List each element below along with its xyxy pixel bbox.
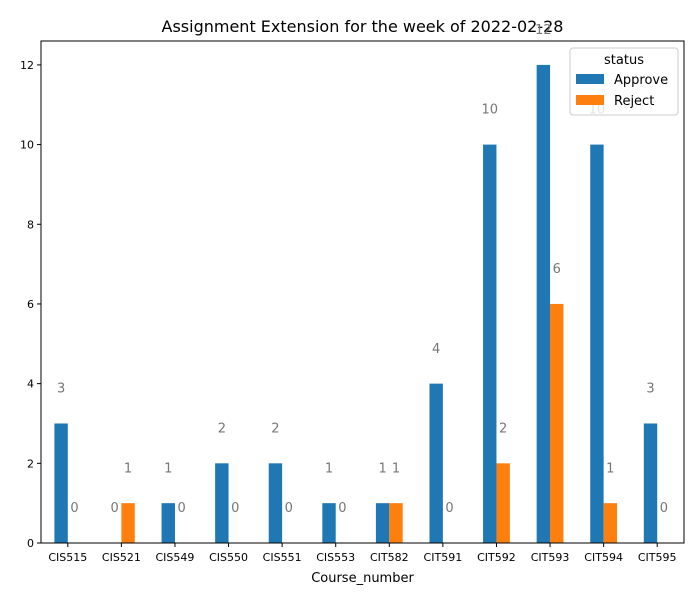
bar-reject-cit593 (550, 303, 564, 543)
data-label-reject-cit591: 0 (445, 501, 453, 516)
data-label-reject-cis551: 0 (285, 501, 293, 516)
data-label-reject-cis550: 0 (231, 501, 239, 516)
y-tick-label: 12 (20, 59, 34, 72)
data-label-group: 301221141012103010000102610 (57, 23, 668, 516)
data-label-reject-cis553: 0 (338, 501, 346, 516)
data-label-approve-cis549: 1 (164, 461, 172, 476)
x-tick-label-cit595: CIT595 (638, 551, 677, 564)
y-axis: 0 2 4 6 8 10 12 (20, 59, 41, 550)
legend-swatch-approve (576, 74, 604, 84)
bar-approve-cit591 (429, 383, 443, 543)
x-tick-label-cit593: CIT593 (531, 551, 570, 564)
bar-reject-cis521 (121, 503, 135, 543)
bar-approve-cit593 (536, 64, 551, 544)
chart-title: Assignment Extension for the week of 202… (162, 17, 564, 36)
data-label-reject-cit582: 1 (392, 461, 400, 476)
x-axis: CIS515 CIS521 CIS549 CIS550 CIS551 CIS553 CIT5… (48, 543, 677, 564)
data-label-approve-cit595: 3 (646, 382, 654, 397)
x-tick-label-cis549: CIS549 (156, 551, 195, 564)
data-label-reject-cit594: 1 (606, 461, 614, 476)
y-tick-label: 2 (27, 457, 34, 470)
x-tick-label-cit591: CIT591 (424, 551, 463, 564)
y-tick-label: 8 (27, 218, 34, 231)
x-tick-label-cis515: CIS515 (48, 551, 87, 564)
data-label-reject-cit595: 0 (660, 501, 668, 516)
data-label-reject-cit593: 6 (553, 262, 561, 277)
x-tick-label-cis551: CIS551 (263, 551, 302, 564)
bar-approve-cit594 (590, 144, 604, 543)
data-label-reject-cis549: 0 (178, 501, 186, 516)
y-tick-label: 4 (27, 378, 34, 391)
x-axis-label: Course_number (311, 571, 414, 586)
data-label-approve-cis521: 0 (111, 501, 119, 516)
data-label-approve-cis550: 2 (218, 421, 226, 436)
data-label-approve-cit582: 1 (378, 461, 386, 476)
x-tick-label-cis550: CIS550 (209, 551, 248, 564)
x-tick-label-cit582: CIT582 (370, 551, 409, 564)
legend: status Approve Reject (569, 47, 679, 116)
bar-approve-cis551 (268, 463, 283, 543)
bar-approve-cis515 (54, 423, 68, 543)
bar-group (54, 64, 658, 544)
data-label-approve-cit592: 10 (481, 103, 498, 118)
bar-approve-cit595 (643, 423, 658, 543)
bar-reject-cit582 (389, 503, 403, 543)
data-label-approve-cis551: 2 (271, 421, 279, 436)
data-label-approve-cis515: 3 (57, 382, 65, 397)
x-tick-label-cis553: CIS553 (316, 551, 355, 564)
bar-approve-cis550 (215, 463, 229, 543)
legend-swatch-reject (576, 95, 604, 105)
legend-label-approve: Approve (614, 73, 668, 88)
legend-title: status (604, 53, 644, 68)
x-tick-label-cit592: CIT592 (477, 551, 516, 564)
data-label-approve-cit591: 4 (432, 342, 440, 357)
data-label-reject-cis515: 0 (70, 501, 78, 516)
y-tick-label: 0 (27, 537, 34, 550)
bar-reject-cit594 (603, 503, 618, 543)
bar-approve-cit592 (483, 144, 497, 543)
data-label-reject-cit592: 2 (499, 421, 507, 436)
data-label-approve-cis553: 1 (325, 461, 333, 476)
bar-approve-cis553 (322, 503, 336, 543)
data-label-approve-cit593: 12 (535, 23, 552, 38)
x-tick-label-cit594: CIT594 (584, 551, 623, 564)
y-tick-label: 6 (27, 298, 34, 311)
x-tick-label-cis521: CIS521 (102, 551, 141, 564)
plot-frame (40, 40, 685, 544)
data-label-reject-cis521: 1 (124, 461, 132, 476)
legend-label-reject: Reject (614, 94, 654, 109)
bar-approve-cit582 (375, 503, 390, 543)
y-tick-label: 10 (20, 139, 34, 152)
bar-approve-cis549 (161, 503, 175, 543)
bar-reject-cit592 (496, 463, 510, 543)
